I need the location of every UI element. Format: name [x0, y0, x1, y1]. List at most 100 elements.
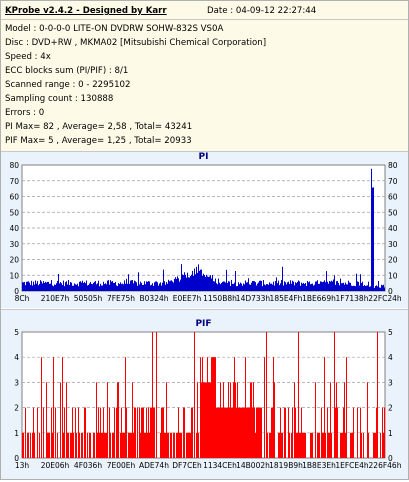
data-bar	[334, 332, 335, 458]
data-bar	[252, 281, 253, 291]
x-tick-label: 14B002h	[236, 461, 270, 470]
data-bar	[142, 407, 143, 458]
data-bar	[324, 357, 325, 458]
data-bar	[251, 282, 252, 291]
data-bar	[201, 382, 202, 458]
data-bar	[236, 286, 237, 291]
data-bar	[328, 432, 329, 458]
data-bar	[105, 432, 106, 458]
data-bar	[89, 432, 90, 458]
data-bar	[371, 168, 372, 291]
data-bar	[317, 280, 318, 291]
data-bar	[177, 276, 178, 291]
data-bar	[90, 432, 91, 458]
data-bar	[41, 281, 42, 291]
data-bar	[133, 283, 134, 291]
data-bar	[120, 282, 121, 291]
data-bar	[40, 280, 41, 291]
data-bar	[202, 275, 203, 291]
x-tick-label: 226F46h	[369, 461, 402, 470]
data-bar	[372, 187, 373, 291]
data-bar	[304, 283, 305, 291]
data-bar	[321, 281, 322, 291]
data-bar	[34, 284, 35, 291]
data-bar	[212, 275, 213, 291]
data-bar	[324, 280, 325, 291]
data-bar	[365, 286, 366, 291]
data-bar	[240, 407, 241, 458]
data-bar	[87, 285, 88, 291]
data-bar	[314, 284, 315, 291]
data-bar	[105, 283, 106, 291]
data-bar	[340, 278, 341, 291]
data-bar	[255, 282, 256, 291]
data-bar	[78, 407, 79, 458]
data-bar	[109, 407, 110, 458]
data-bar	[240, 282, 241, 291]
data-bar	[124, 432, 125, 458]
data-bar	[382, 285, 383, 291]
data-bar	[91, 283, 92, 291]
info-panel: KProbe v2.4.2 - Designed by Karr Date : …	[1, 1, 408, 151]
data-bar	[339, 285, 340, 291]
data-bar	[71, 432, 72, 458]
data-bar	[136, 282, 137, 291]
data-bar	[220, 284, 221, 291]
data-bar	[25, 407, 26, 458]
chart-title: PI	[199, 152, 209, 162]
data-bar	[67, 284, 68, 291]
data-bar	[104, 284, 105, 291]
data-bar	[165, 432, 166, 458]
data-bar	[256, 285, 257, 291]
data-bar	[218, 407, 219, 458]
info-sampling: Sampling count : 130888	[5, 94, 114, 104]
data-bar	[376, 407, 377, 458]
data-bar	[34, 432, 35, 458]
data-bar	[296, 283, 297, 291]
data-bar	[271, 407, 272, 458]
data-bar	[375, 432, 376, 458]
data-bar	[340, 432, 341, 458]
data-bar	[299, 432, 300, 458]
data-bar	[222, 281, 223, 291]
data-bar	[139, 284, 140, 291]
data-bar	[227, 407, 228, 458]
data-bar	[69, 285, 70, 291]
data-bar	[197, 382, 198, 458]
data-bar	[217, 284, 218, 291]
data-bar	[130, 432, 131, 458]
data-bar	[79, 432, 80, 458]
data-bar	[163, 269, 164, 291]
data-bar	[341, 283, 342, 291]
data-bar	[135, 281, 136, 291]
data-bar	[200, 357, 201, 458]
data-bar	[107, 382, 108, 458]
data-bar	[337, 280, 338, 291]
data-bar	[219, 282, 220, 291]
data-bar	[145, 284, 146, 291]
data-bar	[331, 280, 332, 291]
data-bar	[326, 271, 327, 291]
data-bar	[291, 432, 292, 458]
data-bar	[336, 281, 337, 291]
data-bar	[315, 382, 316, 458]
data-bar	[188, 277, 189, 291]
y-tick-label-left: 1	[14, 429, 19, 438]
data-bar	[304, 432, 305, 458]
data-bar	[147, 432, 148, 458]
data-bar	[183, 407, 184, 458]
data-bar	[172, 281, 173, 291]
y-tick-label-right: 0	[388, 454, 393, 463]
data-bar	[266, 332, 267, 458]
data-bar	[186, 432, 187, 458]
data-bar	[231, 279, 232, 291]
data-bar	[274, 285, 275, 291]
data-bar	[72, 285, 73, 291]
y-tick-label-right: 1	[388, 429, 393, 438]
data-bar	[321, 407, 322, 458]
data-bar	[215, 278, 216, 291]
data-bar	[95, 281, 96, 291]
data-bar	[106, 284, 107, 291]
data-bar	[225, 407, 226, 458]
data-bar	[125, 283, 126, 291]
